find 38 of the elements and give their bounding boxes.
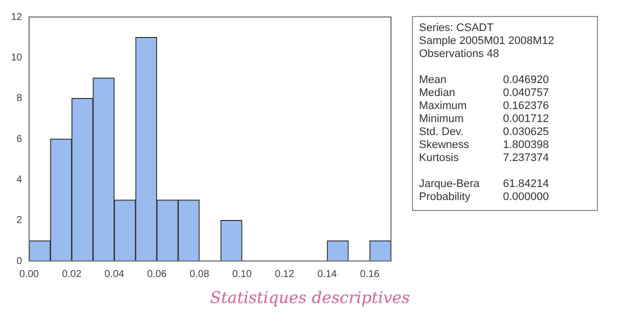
y-tick-label: 10 (11, 52, 23, 64)
text: 0.046920 (503, 74, 549, 87)
text: Probability (419, 191, 472, 204)
x-tick-label: 0.12 (274, 268, 295, 280)
x-tick-label: 0.04 (104, 268, 124, 280)
text: Series: CSADT (419, 22, 495, 35)
y-tick-label: 4 (16, 174, 23, 186)
x-tick-label: 0.14 (317, 268, 338, 280)
y-tick-label: 6 (16, 134, 23, 145)
text: 7.237374 (503, 152, 549, 165)
text: Std. Dev. (419, 126, 464, 139)
x-tick-label: 0.06 (147, 268, 168, 280)
text: 61.84214 (503, 178, 549, 191)
y-tick-label: 0 (16, 256, 23, 267)
text: 0.001712 (503, 113, 549, 126)
text: Skewness (419, 139, 470, 152)
text: Maximum (419, 100, 468, 113)
y-tick-label: 12 (11, 12, 23, 23)
text: 0.000000 (503, 191, 549, 204)
text: Jarque-Bera (419, 178, 481, 191)
x-tick-label: 0.08 (190, 268, 210, 280)
text: Minimum (419, 113, 465, 126)
text: 0.162376 (503, 100, 549, 113)
text: Mean (419, 74, 448, 87)
x-tick-label: 0.10 (232, 268, 252, 280)
text: 1.800398 (503, 139, 549, 152)
y-tick-label: 8 (16, 93, 23, 104)
text: Median (419, 87, 456, 100)
text: 0.030625 (503, 126, 549, 139)
x-tick-label: 0.02 (62, 268, 82, 280)
x-tick-label: 0.16 (360, 268, 380, 280)
text: 0.040757 (503, 87, 549, 100)
text: Statistiques descriptives (209, 288, 411, 307)
text: Kurtosis (419, 152, 460, 165)
text: Observations 48 (419, 48, 500, 61)
y-tick-label: 2 (16, 215, 23, 226)
text: Sample 2005M01 2008M12 (419, 35, 556, 48)
x-tick-label: 0.00 (19, 268, 40, 280)
